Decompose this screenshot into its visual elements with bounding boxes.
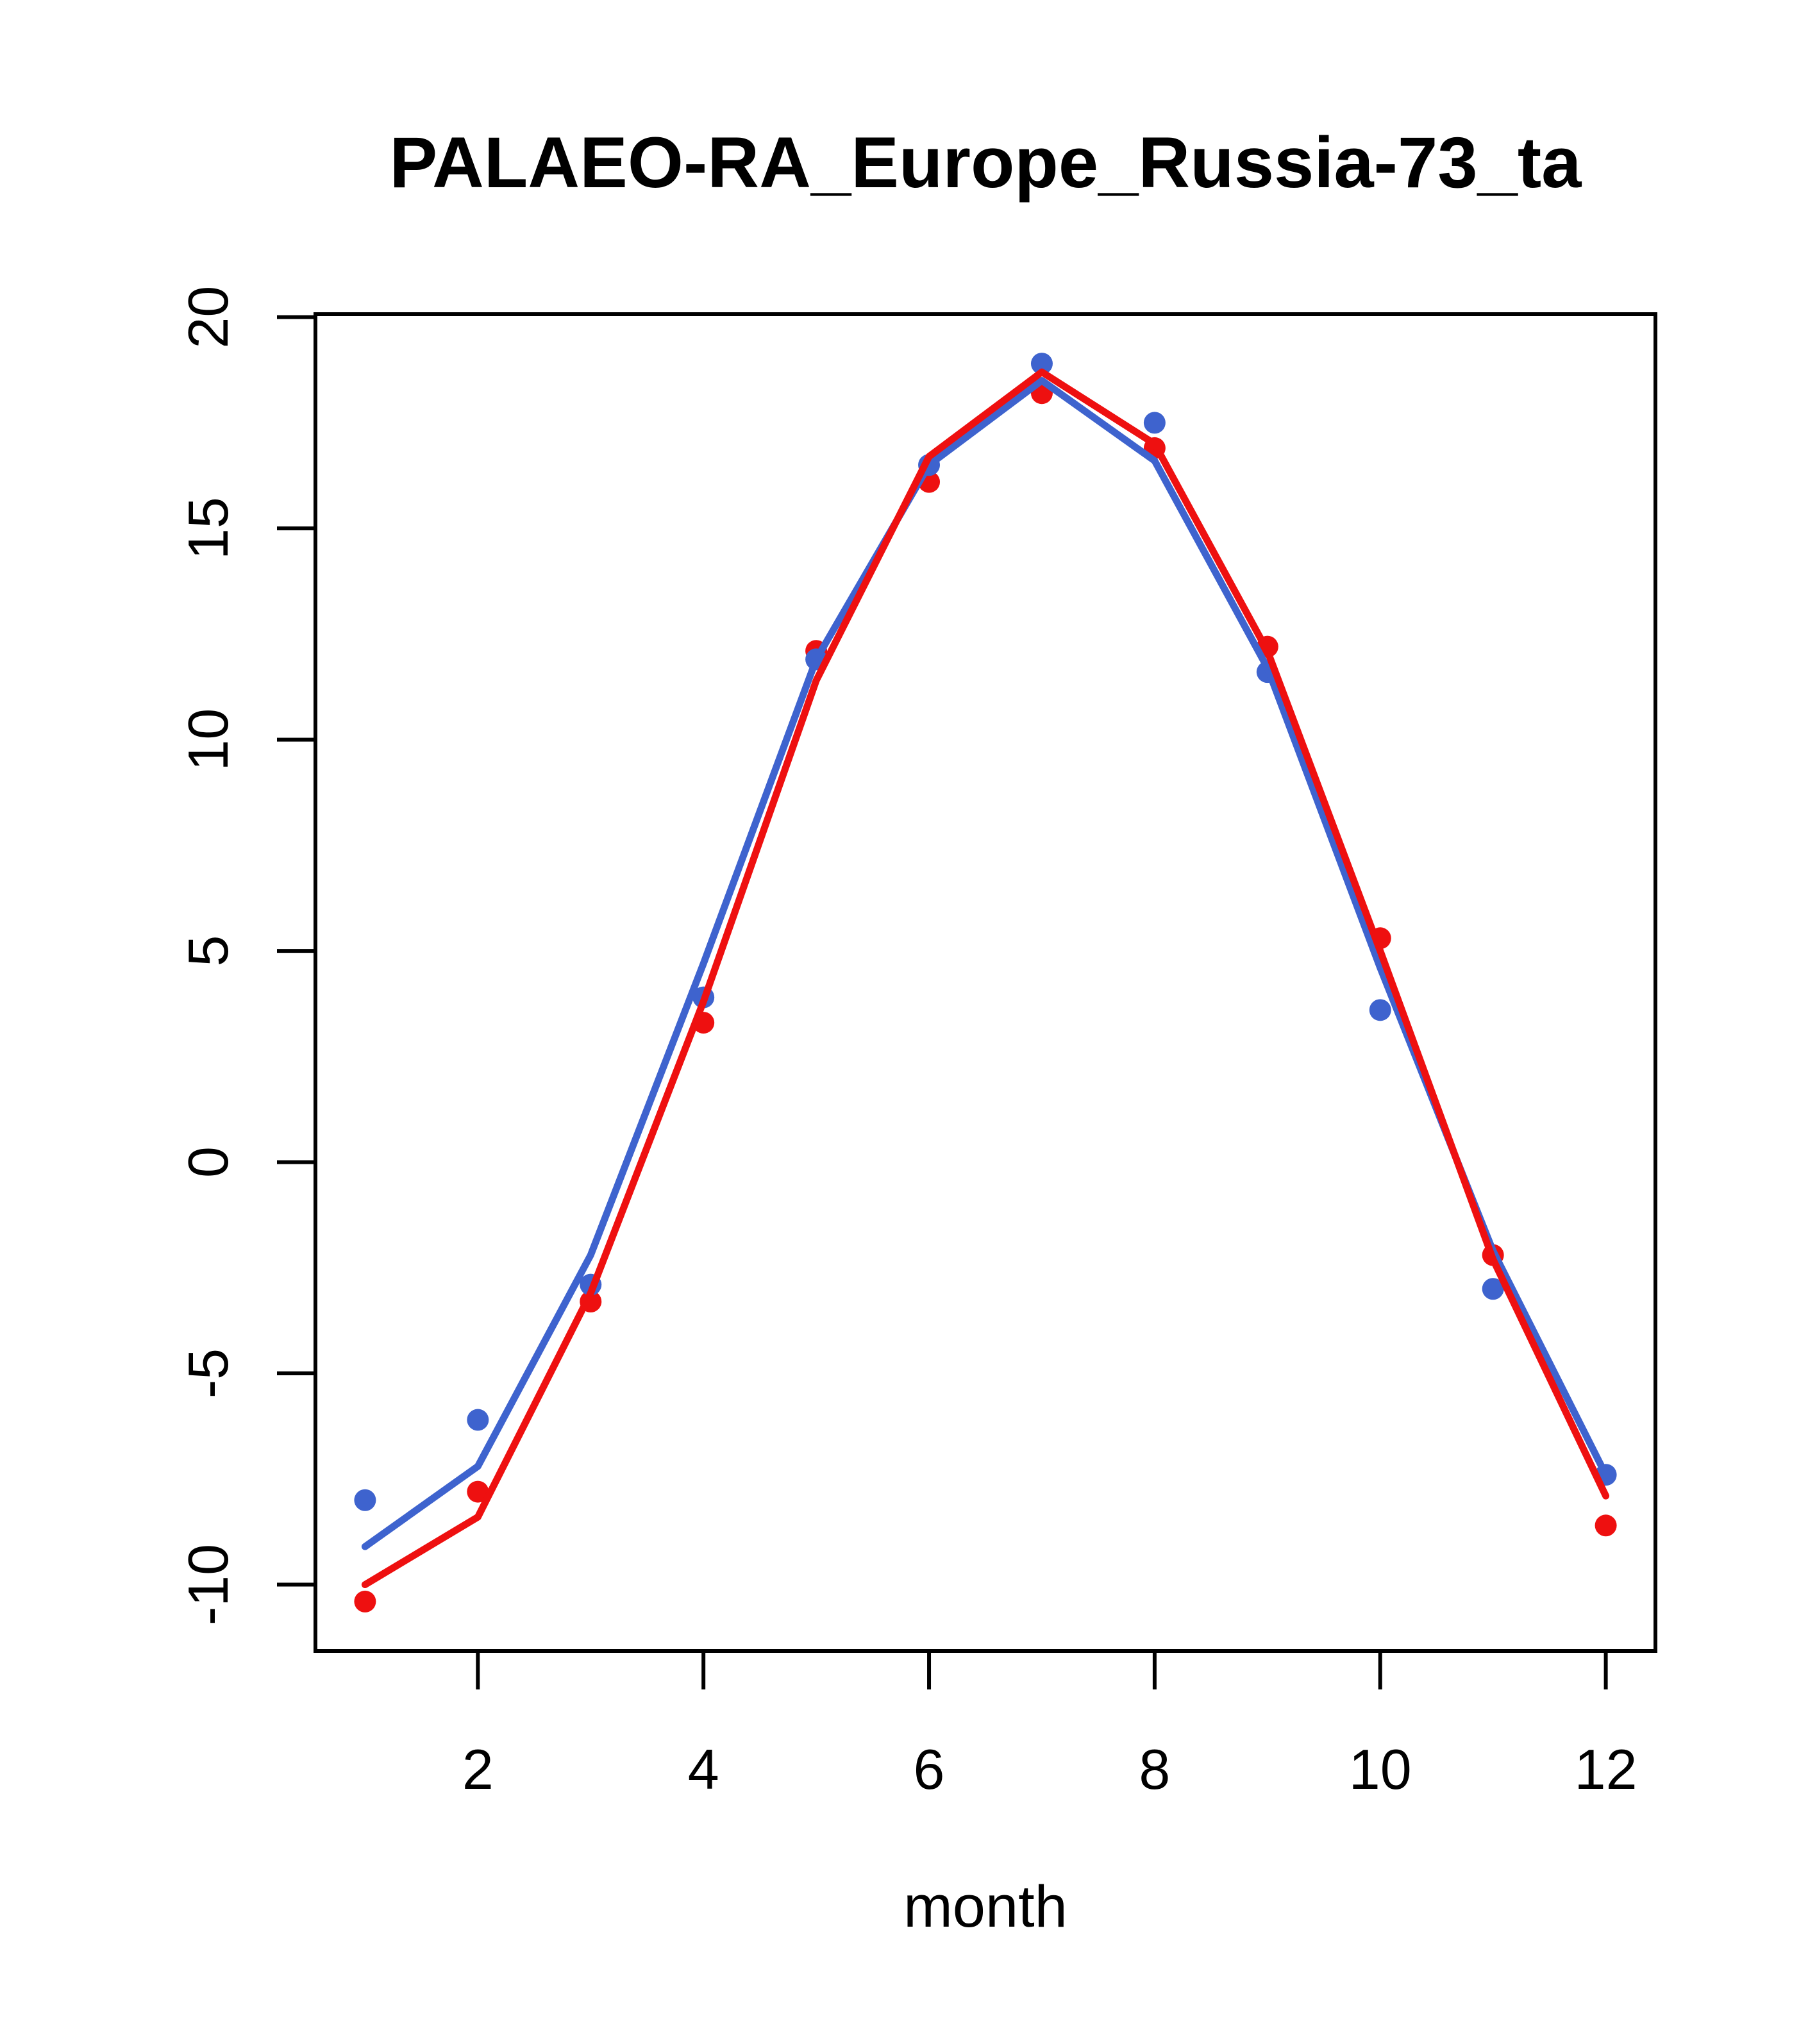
plot-series	[354, 353, 1617, 1613]
y-tick-label-10: 10	[176, 708, 240, 771]
data-point-red-points-m12	[1595, 1514, 1617, 1537]
chart-title: PALAEO-RA_Europe_Russia-73_ta	[390, 122, 1582, 203]
data-point-blue-points-m10	[1369, 999, 1391, 1021]
plot-box	[314, 312, 1657, 1653]
axes: 2 4 6 8 10 12 20 15 10 5 0 -5 -10	[176, 286, 1637, 1801]
x-tick-label-10: 10	[1349, 1738, 1412, 1801]
data-point-red-points-m1	[354, 1590, 376, 1613]
y-tick-label-20: 20	[176, 286, 240, 349]
series-red-line	[361, 368, 1610, 1589]
y-tick-label--10: -10	[176, 1544, 240, 1625]
data-point-blue-points-m2	[467, 1409, 489, 1431]
data-point-blue-points-m1	[354, 1489, 376, 1511]
data-point-blue-points-m8	[1143, 412, 1166, 434]
y-tick-label-15: 15	[176, 497, 240, 560]
data-point-red-points-m2	[467, 1480, 489, 1503]
series-blue-line	[361, 376, 1610, 1550]
data-point-blue-points-m11	[1482, 1278, 1504, 1300]
x-tick-label-2: 2	[462, 1738, 494, 1801]
x-tick-label-12: 12	[1575, 1738, 1637, 1801]
y-tick-label-0: 0	[176, 1146, 240, 1178]
x-axis-label: month	[903, 1874, 1068, 1939]
x-tick-label-4: 4	[688, 1738, 719, 1801]
y-tick-label-5: 5	[176, 935, 240, 967]
series-red-points	[354, 382, 1617, 1613]
x-tick-label-8: 8	[1139, 1738, 1170, 1801]
x-tick-label-6: 6	[914, 1738, 945, 1801]
data-point-blue-points-m7	[1030, 353, 1053, 375]
y-tick-label--5: -5	[176, 1348, 240, 1398]
